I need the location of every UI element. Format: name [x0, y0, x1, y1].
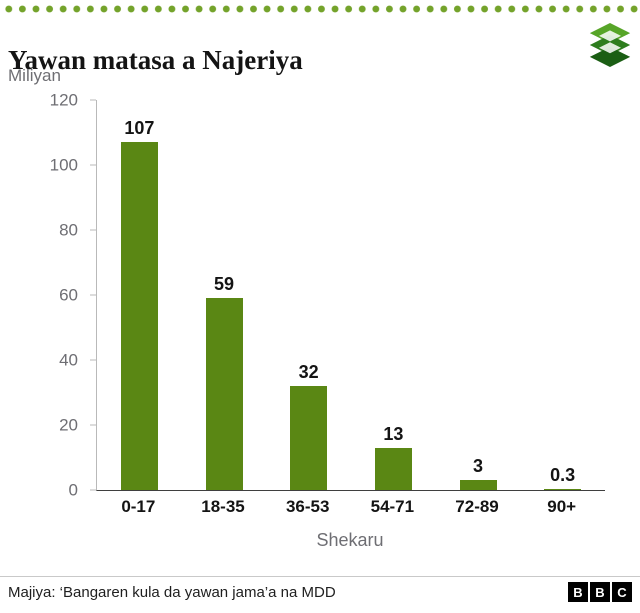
y-axis-tick-mark	[90, 164, 96, 166]
x-axis-category-label: 18-35	[201, 497, 245, 516]
x-axis-labels: 0-17 18-35 36-53 54-71 72-89 90+	[96, 497, 604, 517]
x-axis-category-label: 36-53	[285, 497, 330, 516]
bar-column: 13	[351, 100, 436, 490]
y-axis-tick-label: 100	[49, 155, 78, 175]
x-axis-category-label: 72-89	[455, 497, 499, 516]
bar	[290, 386, 328, 490]
x-axis-category-label: 0-17	[121, 497, 156, 516]
y-axis-tick-mark	[90, 294, 96, 296]
bar	[459, 480, 497, 490]
y-axis-tick-label: 40	[59, 350, 78, 370]
bar-value-label: 0.3	[550, 465, 576, 485]
y-axis-tick-label: 0	[68, 480, 78, 500]
y-axis-tick-mark	[90, 424, 96, 426]
x-axis-category-label: 54-71	[370, 497, 415, 516]
footer-divider	[0, 576, 640, 577]
y-axis-tick-mark	[90, 489, 96, 491]
y-axis-tick-mark	[90, 359, 96, 361]
y-axis-tick-mark	[90, 99, 96, 101]
y-axis-ticks	[90, 99, 96, 491]
footer: Majiya: ‘Bangaren kula da yawan jama’a n…	[8, 582, 632, 602]
bbc-logo-letter-block: B	[590, 582, 610, 602]
y-axis-tick-label: 60	[59, 285, 78, 305]
bar-value-label: 59	[213, 274, 235, 295]
y-axis-tick-label: 80	[59, 220, 78, 240]
bar	[374, 447, 412, 490]
bar-value-label: 107	[124, 118, 155, 139]
bar-column: 0.3	[520, 100, 605, 490]
green-stacked-diamonds-logo-icon	[589, 23, 631, 67]
bbc-logo-letter-block: B	[568, 582, 588, 602]
bar-value-label: 13	[383, 423, 404, 444]
bar-column: 107	[97, 100, 182, 490]
bar-value-label: 3	[473, 456, 484, 477]
bar	[205, 298, 243, 490]
x-axis-category-label: 90+	[547, 497, 577, 516]
bar	[544, 489, 582, 490]
bar-column: 3	[436, 100, 521, 490]
bar-column: 59	[182, 100, 267, 490]
dotted-top-border	[2, 3, 638, 15]
bar	[120, 142, 158, 490]
y-axis-tick-mark	[90, 229, 96, 231]
source-text: Majiya: ‘Bangaren kula da yawan jama’a n…	[8, 583, 336, 601]
bar-column: 32	[266, 100, 351, 490]
plot-area: 107 59 32 13 3 0.3	[96, 100, 605, 491]
x-axis-title: Shekaru	[316, 530, 384, 550]
bbc-logo-letter-block: C	[612, 582, 632, 602]
y-axis-tick-label: 20	[59, 415, 78, 435]
y-axis: 0 20 40 60 80 100 120	[0, 92, 90, 499]
y-axis-tick-label: 120	[49, 90, 78, 110]
y-axis-unit-label: Miliyan	[8, 66, 61, 85]
bar-value-label: 32	[298, 362, 319, 382]
page-title: Yawan matasa a Najeriya	[8, 45, 303, 76]
